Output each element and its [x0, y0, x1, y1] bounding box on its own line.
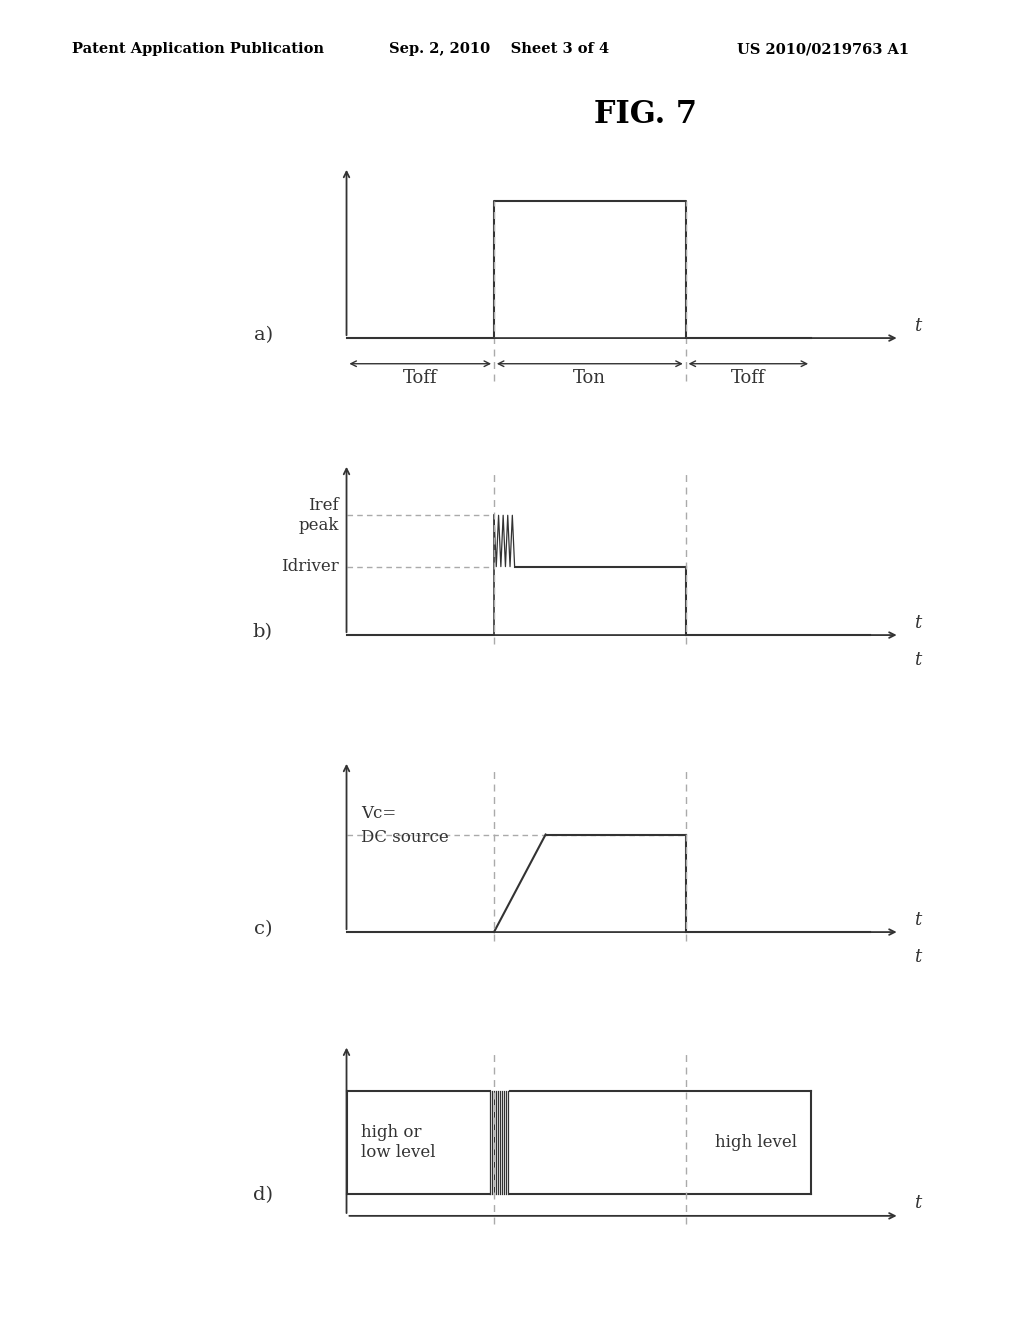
- Text: Ton: Ton: [573, 368, 606, 387]
- Text: Idriver: Idriver: [282, 558, 339, 576]
- Text: t: t: [914, 651, 922, 669]
- Text: Toff: Toff: [403, 368, 437, 387]
- Text: c): c): [254, 920, 272, 937]
- Text: high level: high level: [715, 1134, 797, 1151]
- Text: t: t: [914, 614, 922, 632]
- Text: t: t: [914, 948, 922, 966]
- Text: Vc=: Vc=: [361, 805, 396, 822]
- Text: FIG. 7: FIG. 7: [594, 99, 696, 129]
- Text: Sep. 2, 2010    Sheet 3 of 4: Sep. 2, 2010 Sheet 3 of 4: [389, 42, 609, 57]
- Text: t: t: [914, 911, 922, 929]
- Text: high or
low level: high or low level: [361, 1125, 436, 1160]
- Text: d): d): [253, 1187, 272, 1204]
- Text: Iref
peak: Iref peak: [299, 498, 339, 533]
- Text: DC source: DC source: [361, 829, 449, 846]
- Text: b): b): [253, 623, 272, 640]
- Text: t: t: [914, 317, 922, 335]
- Text: US 2010/0219763 A1: US 2010/0219763 A1: [737, 42, 909, 57]
- Text: Toff: Toff: [731, 368, 766, 387]
- Text: Patent Application Publication: Patent Application Publication: [72, 42, 324, 57]
- Text: t: t: [914, 1195, 922, 1213]
- Text: a): a): [254, 326, 272, 343]
